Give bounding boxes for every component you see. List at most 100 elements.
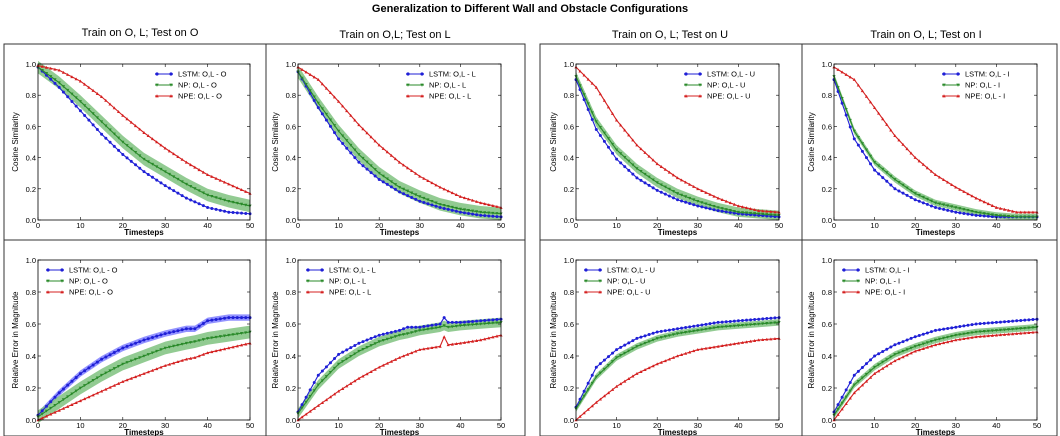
marker-lstm [696,204,700,208]
marker-np [328,371,333,374]
marker-npe [590,81,594,85]
marker-lstm [651,186,655,190]
marker-lstm [925,331,929,335]
marker-lstm [856,369,860,373]
marker-npe [594,400,598,404]
marker-np [958,333,962,337]
marker-lstm [487,318,491,322]
legend-marker [956,83,960,87]
marker-npe [341,387,345,390]
marker-lstm [201,204,205,208]
marker-lstm [594,128,598,132]
marker-lstm [925,202,929,206]
x-tick-label: 0 [36,421,40,430]
marker-npe [197,354,201,358]
marker-npe [320,401,324,405]
marker-np [373,342,377,346]
marker-npe [332,95,337,99]
marker-np [582,93,586,97]
marker-npe [868,375,873,379]
y-tick-label: 0.8 [286,91,296,100]
marker-lstm [349,151,353,155]
marker-npe [929,169,934,173]
marker-lstm [328,361,332,365]
marker-np [724,208,728,211]
legend-marker [155,94,159,98]
marker-np [974,330,978,334]
marker-lstm [844,388,848,392]
marker-lstm [108,140,112,144]
marker-npe [740,205,745,209]
marker-lstm [458,320,462,324]
marker-np [129,147,133,151]
marker-npe [716,344,720,348]
marker-lstm [74,104,78,108]
marker-lstm [913,198,917,202]
marker-np [44,409,49,413]
marker-npe [201,170,205,174]
y-tick-label: 0.0 [822,416,832,425]
marker-npe [909,351,913,355]
marker-np [773,321,777,325]
marker-np [214,335,218,339]
marker-lstm [44,404,48,408]
marker-lstm [353,156,357,160]
marker-lstm [635,336,639,340]
marker-np [962,208,966,211]
marker-npe [663,359,667,363]
legend-label-npe: NPE: O,L - U [607,288,650,297]
marker-npe [712,194,716,198]
marker-np [860,376,865,380]
x-tick-label: 30 [952,421,960,430]
marker-npe [958,337,962,341]
marker-lstm [491,214,495,218]
marker-lstm [150,175,154,179]
x-tick-label: 0 [574,221,578,230]
legend-label-np: NP: O,L - O [69,277,108,286]
x-tick-label: 30 [416,221,424,230]
marker-np [852,129,856,133]
marker-lstm [349,346,353,350]
marker-lstm [647,333,651,337]
marker-np [659,183,663,187]
marker-npe [627,133,631,137]
y-tick-label: 0.8 [286,288,296,297]
marker-lstm [1019,318,1023,322]
y-tick-label: 0.0 [26,416,36,425]
marker-np [860,142,865,146]
marker-npe [316,404,320,407]
marker-np [639,343,643,347]
marker-np [736,210,740,214]
marker-np [578,84,582,88]
marker-np [635,345,639,348]
column-title-4: Train on O, L; Test on I [870,29,982,41]
legend-label-np: NP: O,L - O [178,81,217,90]
y-tick-label: 0.6 [564,122,574,131]
legend-marker [306,290,310,294]
marker-lstm [430,203,434,207]
marker-npe [426,346,430,350]
legend-marker [856,268,860,272]
marker-np [180,342,184,346]
marker-npe [647,154,651,158]
marker-np [385,337,389,341]
marker-npe [462,340,467,344]
marker-np [840,401,844,405]
marker-npe [905,147,909,151]
marker-npe [430,346,434,349]
marker-np [70,92,74,96]
marker-lstm [167,186,171,190]
legend-marker [320,290,324,294]
marker-np [679,331,684,335]
marker-np [426,198,430,202]
marker-npe [860,89,865,93]
marker-np [167,345,172,349]
marker-lstm [214,318,218,322]
legend-label-lstm: LSTM: O,L - U [707,70,755,79]
marker-npe [365,131,369,135]
marker-np [341,360,345,364]
marker-npe [479,201,483,205]
marker-lstm [176,329,180,333]
marker-npe [651,364,655,368]
y-tick-label: 0.8 [822,91,832,100]
